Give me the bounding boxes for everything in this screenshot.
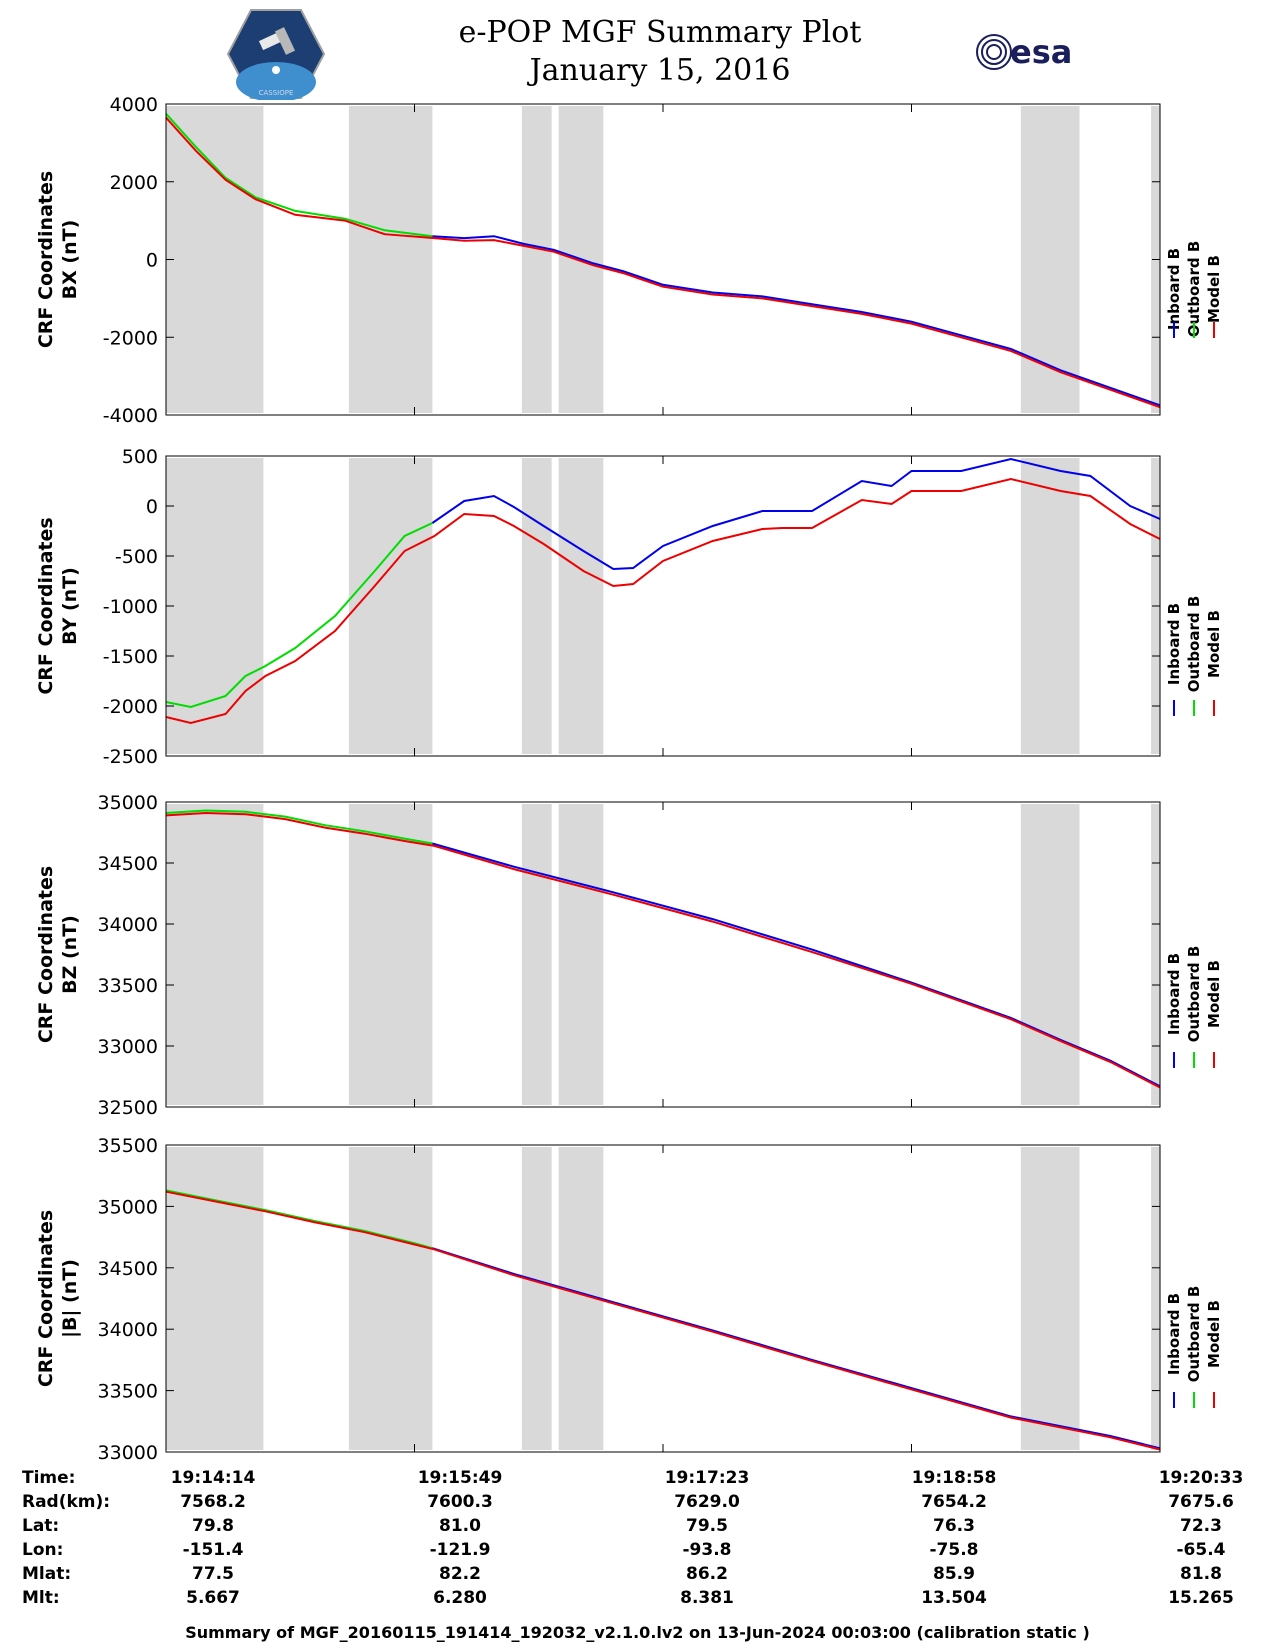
y-axis-label: BX (nT) (59, 220, 81, 300)
y-axis-label: CRF Coordinates (35, 1210, 57, 1387)
series-line-outboard-b (165, 522, 433, 709)
y-tick-label: -2500 (103, 746, 158, 768)
gap-shade (166, 106, 264, 413)
legend-label: Outboard B (1185, 946, 1203, 1043)
series-line-inboard-b (432, 235, 1161, 407)
plot-title-line2: January 15, 2016 (529, 53, 791, 88)
series-line-model-b (165, 1190, 1161, 1451)
y-tick-label: 35500 (98, 1135, 158, 1157)
y-tick-label: 33500 (98, 975, 158, 997)
gap-shade (166, 804, 264, 1105)
y-tick-label: 34000 (98, 1319, 158, 1341)
panel-1: -2500 -2000 -1500 -1000 -500 0 500 CRF Coordina… (35, 446, 1223, 768)
series-line-model-b (165, 116, 1161, 409)
y-tick-label: 4000 (110, 94, 158, 116)
legend-label: Model B (1205, 960, 1223, 1028)
legend-label: Inboard B (1165, 603, 1183, 685)
panel-3: 33000 33500 34000 34500 35000 35500 CRF Coordi… (35, 1135, 1223, 1464)
gap-shade (1151, 1147, 1160, 1450)
y-tick-label: 0 (146, 496, 158, 518)
plot-title: e-POP MGF Summary Plot January 15, 2016 (400, 14, 920, 90)
y-tick-label: -1000 (103, 596, 158, 618)
legend-label: Inboard B (1165, 953, 1183, 1035)
y-tick-label: -500 (115, 546, 158, 568)
y-tick-label: 2000 (110, 172, 158, 194)
gap-shade (348, 458, 433, 754)
y-tick-label: 34500 (98, 1258, 158, 1280)
y-tick-label: 0 (146, 250, 158, 272)
series-line-model-b (165, 477, 1161, 725)
series-line-model-b (165, 811, 1161, 1089)
plot-frame (165, 455, 1161, 757)
gap-shade (348, 106, 433, 413)
gap-shade (521, 804, 552, 1105)
gap-shade (521, 458, 552, 754)
y-axis-label: BY (nT) (59, 567, 81, 645)
gap-shade (1020, 458, 1080, 754)
legend-label: Outboard B (1185, 596, 1203, 693)
plot-title-line1: e-POP MGF Summary Plot (458, 15, 862, 50)
plot-frame (165, 1144, 1161, 1453)
y-tick-label: 500 (122, 446, 158, 468)
summary-footer: Summary of MGF_20160115_191414_192032_v2… (185, 1623, 1090, 1642)
y-axis-label: BZ (nT) (59, 915, 81, 994)
legend-label: Model B (1205, 1300, 1223, 1368)
gap-shade (558, 804, 604, 1105)
gap-shade (1020, 804, 1080, 1105)
y-tick-label: -4000 (103, 405, 158, 427)
y-tick-label: -1500 (103, 646, 158, 668)
plot-frame (165, 801, 1161, 1108)
series-line-outboard-b (165, 809, 433, 845)
series-line-outboard-b (165, 113, 433, 238)
legend-label: Model B (1205, 255, 1223, 323)
gap-shade (166, 458, 264, 754)
gap-shade (521, 106, 552, 413)
y-axis-label: CRF Coordinates (35, 866, 57, 1043)
gap-shade (348, 1147, 433, 1450)
gap-shade (1020, 1147, 1080, 1450)
cassiope-logo-text: CASSIOPE (259, 89, 294, 97)
legend-label: Inboard B (1165, 248, 1183, 330)
legend-label: Outboard B (1185, 241, 1203, 338)
esa-logo-icon: esa (976, 33, 1072, 71)
y-tick-label: 34500 (98, 853, 158, 875)
series-line-outboard-b (165, 1189, 433, 1250)
gap-shade (1020, 106, 1080, 413)
y-tick-label: 32500 (98, 1097, 158, 1119)
y-tick-label: -2000 (103, 327, 158, 349)
y-tick-label: 34000 (98, 914, 158, 936)
gap-shade (521, 1147, 552, 1450)
plot-frame (165, 103, 1161, 416)
y-tick-label: 35000 (98, 1196, 158, 1218)
series-line-inboard-b (432, 842, 1161, 1088)
legend-label: Inboard B (1165, 1293, 1183, 1375)
legend-label: Outboard B (1185, 1286, 1203, 1383)
gap-shade (348, 804, 433, 1105)
gap-shade (558, 458, 604, 754)
gap-shade (166, 1147, 264, 1450)
panel-0: -4000 -2000 0 2000 4000 CRF Coordinates BX (nT… (35, 94, 1223, 427)
esa-logo-text: esa (1010, 33, 1072, 71)
y-tick-label: 35000 (98, 792, 158, 814)
y-axis-label: CRF Coordinates (35, 517, 57, 694)
series-line-inboard-b (431, 457, 1161, 571)
panel-2: 32500 33000 33500 34000 34500 35000 CRF Coordi… (35, 792, 1223, 1119)
y-tick-label: 33500 (98, 1381, 158, 1403)
y-tick-label: -2000 (103, 696, 158, 718)
y-axis-label: CRF Coordinates (35, 171, 57, 348)
series-line-inboard-b (432, 1247, 1161, 1450)
legend-label: Model B (1205, 610, 1223, 678)
y-tick-label: 33000 (98, 1442, 158, 1464)
y-axis-label: |B| (nT) (59, 1259, 81, 1338)
cassiope-mission-patch-icon: CASSIOPE (226, 9, 326, 100)
y-tick-label: 33000 (98, 1036, 158, 1058)
gap-shade (1151, 804, 1160, 1105)
